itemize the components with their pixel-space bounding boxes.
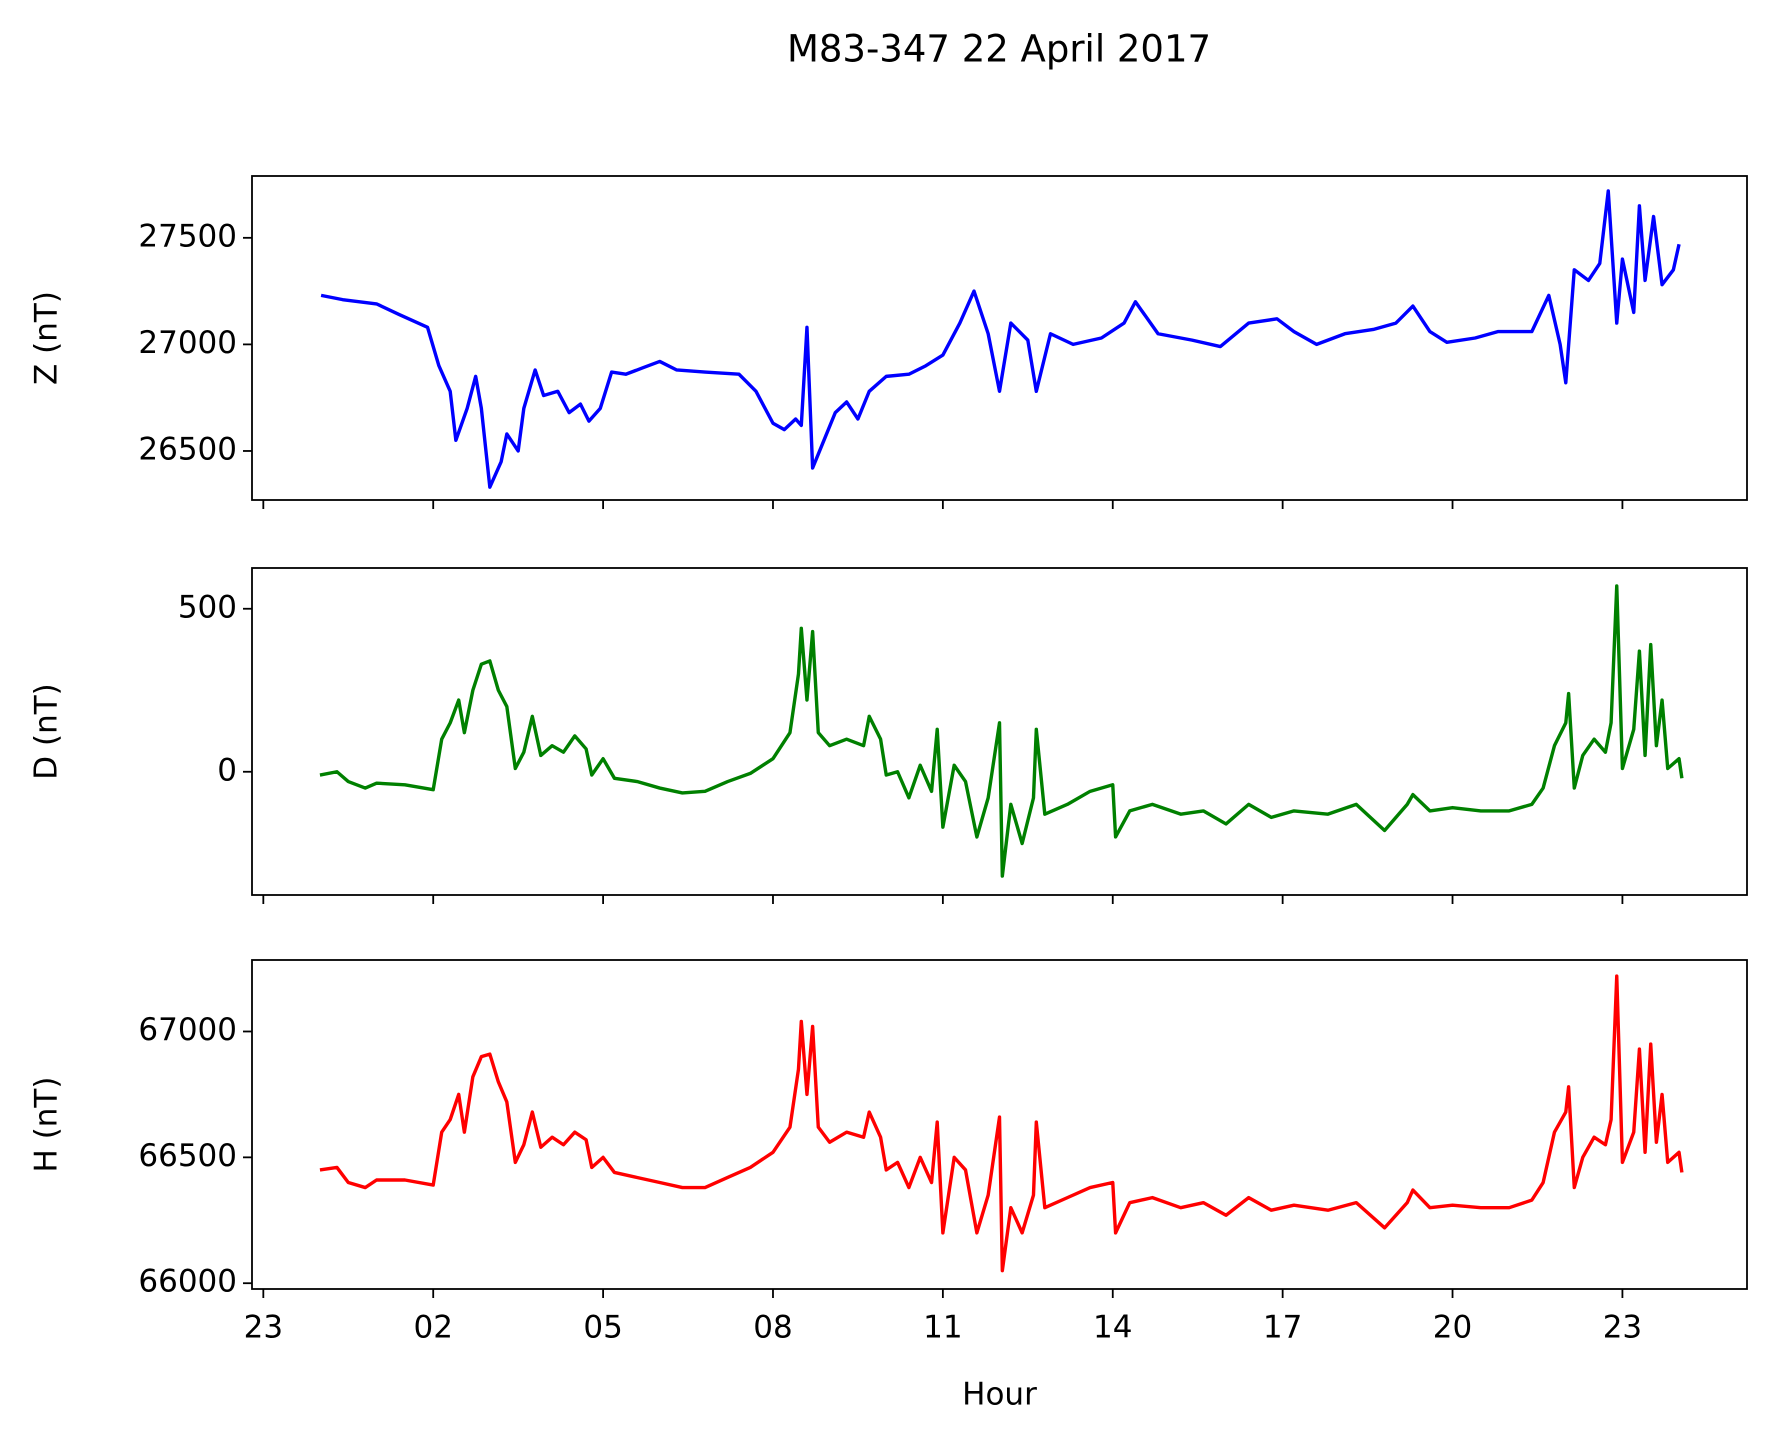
x-axis-label: Hour [962, 1377, 1037, 1413]
x-tick-label: 02 [413, 1310, 452, 1346]
axes-frame [251, 175, 1748, 501]
x-tick-label: 23 [1603, 1310, 1642, 1346]
y-axis-label: D (nT) [29, 683, 65, 780]
x-tick-label: 17 [1263, 1310, 1302, 1346]
figure-title: M83-347 22 April 2017 [787, 28, 1211, 71]
x-tick-label: 20 [1433, 1310, 1472, 1346]
y-tick-label: 67000 [138, 1012, 237, 1048]
y-tick-label: 0 [217, 752, 237, 788]
y-tick-label: 500 [178, 589, 237, 625]
y-tick-label: 27000 [138, 325, 237, 361]
y-tick-label: 66000 [138, 1264, 237, 1300]
data-line [319, 584, 1684, 878]
y-tick-label: 66500 [138, 1138, 237, 1174]
subplot: 0 500 D (nT) [29, 567, 1748, 904]
plot-area [319, 974, 1684, 1273]
plot-area [319, 584, 1684, 878]
x-tick-label: 08 [753, 1310, 792, 1346]
x-tick-label: 05 [583, 1310, 622, 1346]
axes-frame [251, 959, 1748, 1290]
y-axis-label: H (nT) [29, 1077, 65, 1173]
y-tick-label: 26500 [138, 431, 237, 467]
x-tick-label: 14 [1093, 1310, 1132, 1346]
axes-frame [251, 567, 1748, 896]
x-tick-label: 11 [923, 1310, 962, 1346]
y-axis-label: Z (nT) [29, 291, 65, 385]
y-tick-label: 27500 [138, 218, 237, 254]
plot-area [320, 189, 1681, 489]
x-tick-label: 23 [244, 1310, 283, 1346]
data-line [319, 974, 1684, 1273]
data-line [320, 189, 1681, 489]
subplot: 26500 27000 27500 Z (nT) [29, 175, 1748, 509]
subplot: 66000 66500 67000 23 02 05 08 11 14 17 20 23 H (nT) H… [29, 959, 1748, 1413]
